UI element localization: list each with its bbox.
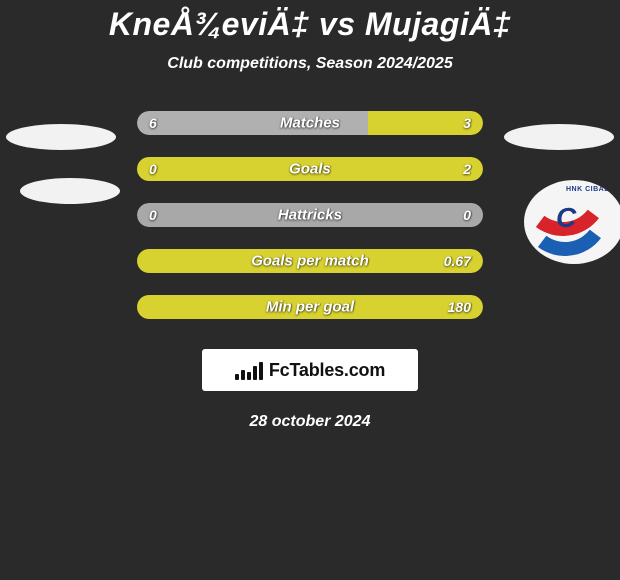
stat-bar-left [137, 203, 483, 227]
stat-row: Goals per match0.67 [137, 249, 483, 273]
stat-row: Hattricks00 [137, 203, 483, 227]
stat-bar-right [137, 157, 483, 181]
player-right-avatar-placeholder [504, 124, 614, 150]
stat-row: Min per goal180 [137, 295, 483, 319]
club-left-badge-placeholder [20, 178, 120, 204]
brand-bar-icon-bar [235, 374, 239, 380]
stat-row: Matches63 [137, 111, 483, 135]
brand-bar-icon-bar [253, 366, 257, 380]
brand-bar-icon-bar [259, 362, 263, 380]
stat-bar-right [137, 295, 483, 319]
stat-bar-left [137, 111, 368, 135]
page-title: KneÅ¾eviÄ‡ vs MujagiÄ‡ [0, 6, 620, 43]
brand-badge[interactable]: FcTables.com [202, 349, 418, 391]
brand-bar-icon-bar [241, 370, 245, 380]
brand-text: FcTables.com [269, 360, 385, 381]
player-left-avatar-placeholder [6, 124, 116, 150]
brand-bar-icon-bar [247, 372, 251, 380]
stat-bar-right [137, 249, 483, 273]
season-subtitle: Club competitions, Season 2024/2025 [0, 55, 620, 73]
snapshot-date: 28 october 2024 [0, 413, 620, 431]
brand-bars-icon [235, 360, 263, 380]
stat-bar-right [368, 111, 483, 135]
stat-rows: Matches63 Goals02 Hattricks00 Goals per mat… [137, 111, 483, 319]
club-badge-letter: C [556, 202, 576, 234]
stat-row: Goals02 [137, 157, 483, 181]
club-right-badge: HNK CIBALIA C [524, 180, 620, 264]
